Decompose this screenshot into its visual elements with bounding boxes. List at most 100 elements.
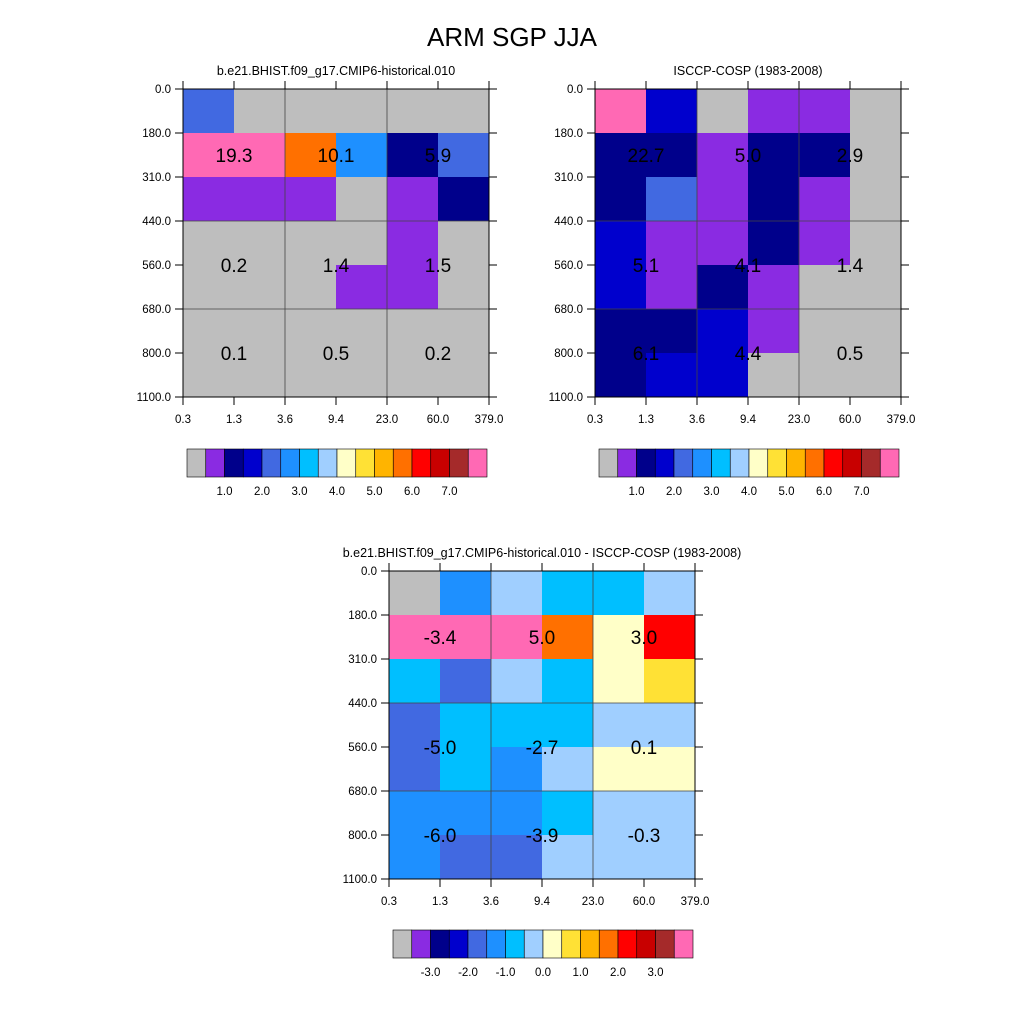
colorbar-swatch	[355, 448, 375, 478]
heatmap-cell	[542, 835, 594, 880]
heatmap-cell	[234, 177, 286, 222]
heatmap-cell	[850, 89, 902, 134]
heatmap-cell	[491, 615, 543, 660]
heatmap-cell	[646, 133, 698, 178]
cell-value-label: 10.1	[318, 146, 355, 167]
x-tick-label: 1.3	[638, 414, 654, 426]
cell-value-label: -5.0	[424, 738, 457, 759]
heatmap-cell	[183, 265, 235, 310]
heatmap-cell	[183, 309, 235, 354]
heatmap-cell	[389, 835, 441, 880]
x-tick-label: 60.0	[633, 896, 655, 908]
panel-title: b.e21.BHIST.f09_g17.CMIP6-historical.010	[217, 64, 455, 78]
y-tick-label: 800.0	[348, 830, 377, 842]
heatmap-cell	[595, 353, 647, 398]
colorbar-label: 0.0	[535, 967, 551, 979]
colorbar-swatch	[336, 448, 357, 478]
heatmap-cell	[285, 309, 337, 354]
heatmap-cell	[440, 835, 492, 880]
y-tick-label: 440.0	[142, 216, 171, 228]
heatmap-cell	[697, 89, 749, 134]
colorbar-label: 4.0	[741, 486, 757, 498]
cell-value-label: -3.4	[424, 628, 457, 649]
heatmap-cell	[748, 133, 800, 178]
heatmap-cell	[389, 571, 441, 616]
colorbar-swatch	[692, 448, 712, 478]
cell-value-label: 0.5	[837, 344, 863, 365]
colorbar-swatch	[654, 448, 675, 478]
heatmap-cell	[748, 89, 800, 134]
x-tick-label: 1.3	[226, 414, 242, 426]
heatmap-cell	[491, 571, 543, 616]
colorbar-swatch	[879, 448, 900, 478]
heatmap-cell	[850, 309, 902, 354]
colorbar-swatch	[729, 448, 750, 478]
heatmap-cell	[336, 309, 388, 354]
heatmap-cell	[697, 221, 749, 266]
heatmap-cell	[644, 615, 696, 660]
colorbar-label: 2.0	[610, 967, 626, 979]
cell-value-label: 5.9	[425, 146, 451, 167]
x-tick-label: 1.3	[432, 896, 448, 908]
heatmap-cell	[389, 615, 441, 660]
cell-value-label: 1.4	[837, 256, 864, 277]
y-tick-label: 180.0	[142, 128, 171, 140]
heatmap-cell	[542, 659, 594, 704]
colorbar-swatch	[542, 929, 563, 959]
colorbar-label: 7.0	[442, 486, 458, 498]
heatmap-cell	[491, 703, 543, 748]
heatmap-cell	[542, 791, 594, 836]
heatmap-cell	[336, 133, 388, 178]
y-tick-label: 800.0	[554, 348, 583, 360]
cell-value-label: 0.2	[425, 344, 451, 365]
heatmap-cell	[646, 89, 698, 134]
heatmap-cell	[387, 89, 439, 134]
heatmap-cell	[440, 571, 492, 616]
heatmap-cell	[593, 791, 645, 836]
panel-1: b.e21.BHIST.f09_g17.CMIP6-historical.010…	[137, 64, 504, 498]
heatmap-cell	[438, 89, 490, 134]
x-tick-label: 23.0	[582, 896, 604, 908]
x-tick-label: 379.0	[475, 414, 504, 426]
cell-value-label: 4.1	[735, 256, 761, 277]
heatmap-cell	[697, 133, 749, 178]
cell-value-label: 0.2	[221, 256, 247, 277]
heatmap-cell	[389, 703, 441, 748]
heatmap-cell	[644, 659, 696, 704]
heatmap-cell	[389, 659, 441, 704]
colorbar-swatch	[430, 448, 450, 478]
heatmap-cell	[542, 571, 594, 616]
heatmap-cell	[440, 747, 492, 792]
heatmap-cell	[234, 89, 286, 134]
cell-value-label: 6.1	[633, 344, 659, 365]
heatmap-cell	[799, 89, 851, 134]
colorbar-label: 6.0	[404, 486, 420, 498]
colorbar-swatch	[598, 448, 619, 478]
colorbar-swatch	[299, 448, 319, 478]
colorbar-swatch	[467, 448, 488, 478]
y-tick-label: 310.0	[142, 172, 171, 184]
colorbar-swatch	[580, 929, 600, 959]
heatmap-cell	[183, 133, 235, 178]
colorbar-label: -1.0	[496, 967, 516, 979]
heatmap-cell	[850, 177, 902, 222]
x-tick-label: 379.0	[887, 414, 916, 426]
cell-value-label: -0.3	[628, 826, 661, 847]
heatmap-cell	[491, 747, 543, 792]
cell-value-label: 1.5	[425, 256, 451, 277]
heatmap-cell	[595, 177, 647, 222]
heatmap-cell	[748, 265, 800, 310]
colorbar-swatch	[673, 929, 694, 959]
heatmap-cell	[234, 353, 286, 398]
heatmap-cell	[285, 265, 337, 310]
y-tick-label: 440.0	[348, 698, 377, 710]
heatmap-cell	[850, 221, 902, 266]
heatmap-cell	[646, 221, 698, 266]
colorbar-swatch	[449, 448, 469, 478]
y-tick-label: 1100.0	[549, 392, 583, 404]
heatmap-cell	[697, 177, 749, 222]
colorbar-swatch	[636, 929, 656, 959]
colorbar-swatch	[242, 448, 263, 478]
heatmap-cell	[387, 221, 439, 266]
colorbar-swatch	[767, 448, 787, 478]
